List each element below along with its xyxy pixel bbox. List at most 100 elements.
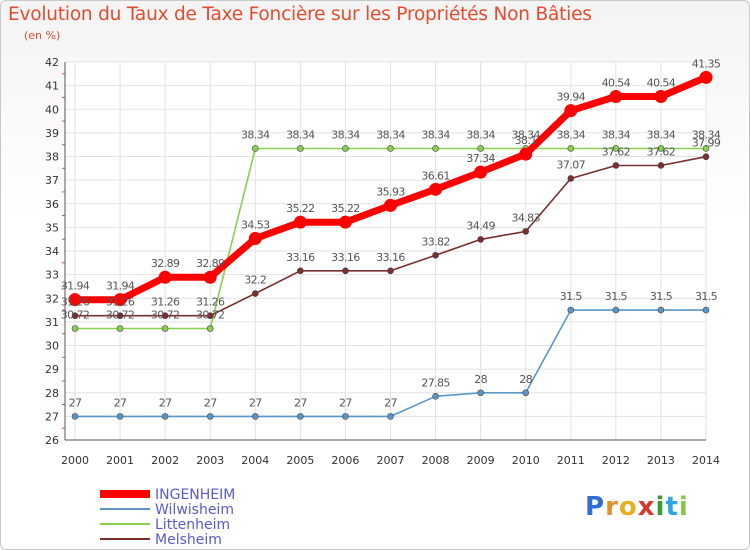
y-tick-label: 27 <box>45 410 59 423</box>
data-label: 31.5 <box>650 290 673 303</box>
data-point <box>338 215 352 229</box>
data-label: 37.07 <box>557 158 586 171</box>
data-label: 31.5 <box>695 290 718 303</box>
logo-letter: i <box>678 492 689 522</box>
data-point <box>522 228 530 235</box>
data-point <box>564 104 578 118</box>
data-label: 34.49 <box>466 219 495 232</box>
data-point <box>567 306 575 314</box>
data-point <box>657 162 665 169</box>
data-label: 27 <box>204 396 217 409</box>
data-point <box>477 236 484 243</box>
legend-label: INGENHEIM <box>155 487 235 503</box>
data-label: 30.72 <box>196 308 225 321</box>
series-wilwisheim <box>71 306 710 420</box>
y-tick-label: 30 <box>45 340 59 353</box>
data-label: 38.34 <box>602 128 631 141</box>
y-tick-label: 38 <box>45 151 59 164</box>
data-label: 40.54 <box>602 76 631 89</box>
data-point <box>116 413 124 420</box>
data-point <box>161 312 169 320</box>
x-tick-label: 2000 <box>61 454 89 467</box>
y-tick-label: 31 <box>45 316 59 329</box>
logo-letter: i <box>655 492 666 522</box>
data-point <box>702 153 710 161</box>
data-point <box>161 325 169 332</box>
data-point <box>342 413 349 420</box>
data-point <box>251 290 259 297</box>
data-point <box>387 145 394 152</box>
data-point <box>158 270 172 284</box>
data-label: 32.89 <box>196 257 225 270</box>
data-label: 38.34 <box>421 128 450 141</box>
data-point <box>387 413 394 420</box>
data-label: 28 <box>474 373 487 386</box>
data-point <box>251 145 259 152</box>
data-label: 27 <box>384 396 397 409</box>
data-label: 38.34 <box>692 128 721 141</box>
x-tick-label: 2012 <box>602 454 630 467</box>
data-point <box>567 145 575 152</box>
data-point <box>654 89 668 103</box>
y-tick-label: 37 <box>45 174 59 187</box>
x-tick-label: 2003 <box>196 454 224 467</box>
x-tick-label: 2011 <box>557 454 585 467</box>
data-label: 31.26 <box>61 296 90 309</box>
data-label: 33.16 <box>376 251 405 264</box>
data-label: 33.16 <box>331 251 360 264</box>
x-tick-label: 2010 <box>512 454 540 467</box>
data-label: 33.82 <box>421 235 450 248</box>
data-point <box>612 162 620 169</box>
data-label: 31.5 <box>560 290 583 303</box>
x-tick-label: 2009 <box>467 454 495 467</box>
logo-letter: r <box>605 492 619 522</box>
data-label: 37.62 <box>647 145 676 158</box>
proxiti-logo: Proxiti <box>585 492 689 522</box>
y-tick-label: 29 <box>45 363 59 376</box>
data-label: 27 <box>114 396 127 409</box>
data-point <box>474 165 488 179</box>
data-label: 38.34 <box>466 128 495 141</box>
data-point <box>116 325 124 332</box>
data-point <box>68 293 82 307</box>
data-point <box>71 413 79 420</box>
data-label: 31.5 <box>605 290 628 303</box>
y-tick-label: 36 <box>45 198 59 211</box>
x-tick-label: 2006 <box>331 454 359 467</box>
data-point <box>567 175 575 182</box>
x-tick-label: 2001 <box>106 454 134 467</box>
data-label: 32.89 <box>151 257 180 270</box>
data-label: 34.53 <box>241 218 270 231</box>
data-label: 36.61 <box>421 169 450 182</box>
data-label: 27 <box>249 396 262 409</box>
x-tick-label: 2014 <box>692 454 720 467</box>
data-point <box>657 145 665 152</box>
data-point <box>612 306 620 314</box>
legend-label: Littenheim <box>155 517 230 533</box>
data-label: 30.72 <box>151 308 180 321</box>
data-point <box>609 89 623 103</box>
data-point <box>477 389 484 397</box>
logo-letter: t <box>665 492 679 522</box>
data-label: 38.34 <box>376 128 405 141</box>
data-label: 38.34 <box>557 128 586 141</box>
data-label: 31.94 <box>61 280 90 293</box>
data-label: 37.62 <box>602 145 631 158</box>
data-point <box>116 312 124 320</box>
data-label: 32.2 <box>244 274 266 287</box>
y-tick-label: 35 <box>45 221 59 234</box>
data-point <box>297 267 304 275</box>
legend-label: Wilwisheim <box>155 502 234 518</box>
y-tick-label: 39 <box>45 127 59 140</box>
data-point <box>293 215 307 229</box>
data-point <box>702 145 710 152</box>
logo-letter: P <box>585 492 606 522</box>
data-point <box>432 392 439 400</box>
data-label: 35.93 <box>376 185 405 198</box>
data-point <box>206 413 214 420</box>
data-point <box>113 293 127 307</box>
x-tick-label: 2005 <box>286 454 314 467</box>
data-label: 31.26 <box>196 296 225 309</box>
data-point <box>251 413 259 420</box>
